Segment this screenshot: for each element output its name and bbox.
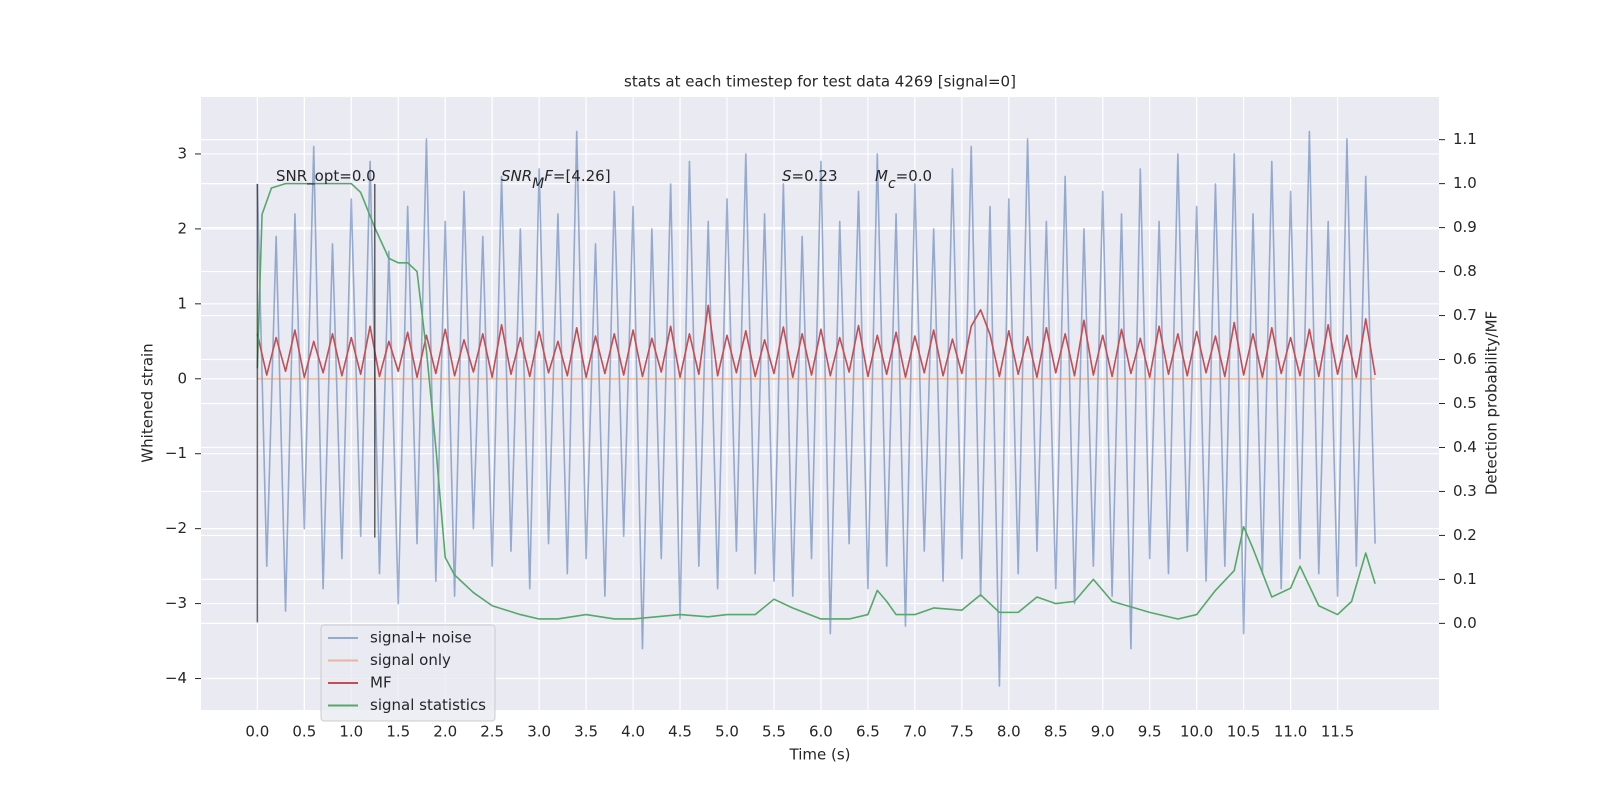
annotation-part: SNR [501, 167, 532, 185]
x-tick-label: 7.5 [950, 723, 974, 741]
series-line [256, 182, 1376, 620]
y-tick-label: −2 [165, 519, 187, 537]
annotation: S=0.23 [782, 167, 838, 185]
x-tick-label: 3.0 [527, 723, 551, 741]
legend-box [320, 624, 496, 722]
annotation: Mc=0.0 [875, 167, 932, 193]
annotation-part: M [532, 176, 544, 192]
annotation-part: SNR_opt=0.0 [276, 167, 376, 186]
x-tick-label: 10.0 [1180, 723, 1213, 741]
x-tick-label: 0.5 [292, 723, 316, 741]
series-line [256, 130, 1376, 687]
annotation: SNR_opt=0.0 [276, 167, 376, 186]
x-tick-label: 0.0 [245, 723, 269, 741]
x-tick-label: 2.0 [433, 723, 457, 741]
annotation-part: =0.0 [896, 167, 932, 185]
annotation-part: S [782, 167, 792, 185]
y2-tick-label: 0.2 [1453, 526, 1477, 544]
x-tick-label: 5.5 [762, 723, 786, 741]
y2-tick-label: 0.8 [1453, 262, 1477, 280]
x-tick-label: 9.5 [1138, 723, 1162, 741]
x-tick-label: 11.0 [1274, 723, 1307, 741]
y-tick-label: 3 [177, 144, 187, 162]
annotation-part: c [888, 176, 896, 192]
legend-label: signal statistics [370, 696, 486, 714]
y2-tick-label: 0.4 [1453, 438, 1477, 456]
legend-label: signal+ noise [370, 629, 472, 647]
series-line [256, 304, 1376, 379]
y-tick-label: −3 [165, 594, 187, 612]
x-tick-label: 7.0 [903, 723, 927, 741]
annotation-part: =0.23 [792, 167, 838, 185]
y2-tick-label: 0.1 [1453, 570, 1477, 588]
y-axis-label: Whitened strain [139, 343, 157, 462]
y2-tick-label: 0.0 [1453, 614, 1477, 632]
annotation: SNRMF=[4.26] [501, 167, 611, 193]
x-tick-label: 9.0 [1091, 723, 1115, 741]
x-tick-label: 6.5 [856, 723, 880, 741]
x-tick-label: 11.5 [1321, 723, 1354, 741]
y2-tick-label: 1.1 [1453, 130, 1477, 148]
annotation-part: M [875, 167, 888, 185]
y2-tick-label: 0.6 [1453, 350, 1477, 368]
y-tick-label: 0 [177, 369, 187, 387]
x-tick-label: 2.5 [480, 723, 504, 741]
x-tick-label: 5.0 [715, 723, 739, 741]
x-tick-label: 1.0 [339, 723, 363, 741]
x-tick-label: 6.0 [809, 723, 833, 741]
y2-tick-label: 0.5 [1453, 394, 1477, 412]
y2-tick-label: 0.7 [1453, 306, 1477, 324]
y-tick-label: 2 [177, 219, 187, 237]
y2-axis-label: Detection probability/MF [1483, 311, 1501, 495]
annotation-part: =[4.26] [553, 167, 611, 185]
x-axis-label: Time (s) [789, 746, 851, 764]
y-tick-label: −4 [165, 669, 187, 687]
x-tick-label: 8.5 [1044, 723, 1068, 741]
x-tick-label: 4.0 [621, 723, 645, 741]
annotation-part: F [544, 167, 553, 185]
y2-tick-label: 0.9 [1453, 218, 1477, 236]
legend-label: MF [370, 674, 392, 692]
x-tick-label: 4.5 [668, 723, 692, 741]
x-tick-label: 8.0 [997, 723, 1021, 741]
y-tick-label: −1 [165, 444, 187, 462]
y2-tick-label: 0.3 [1453, 482, 1477, 500]
x-tick-label: 1.5 [386, 723, 410, 741]
x-tick-label: 10.5 [1227, 723, 1260, 741]
y2-tick-label: 1.0 [1453, 174, 1477, 192]
y-tick-label: 1 [177, 294, 187, 312]
legend-label: signal only [370, 651, 451, 669]
x-tick-label: 3.5 [574, 723, 598, 741]
chart-title: stats at each timestep for test data 426… [624, 73, 1016, 91]
